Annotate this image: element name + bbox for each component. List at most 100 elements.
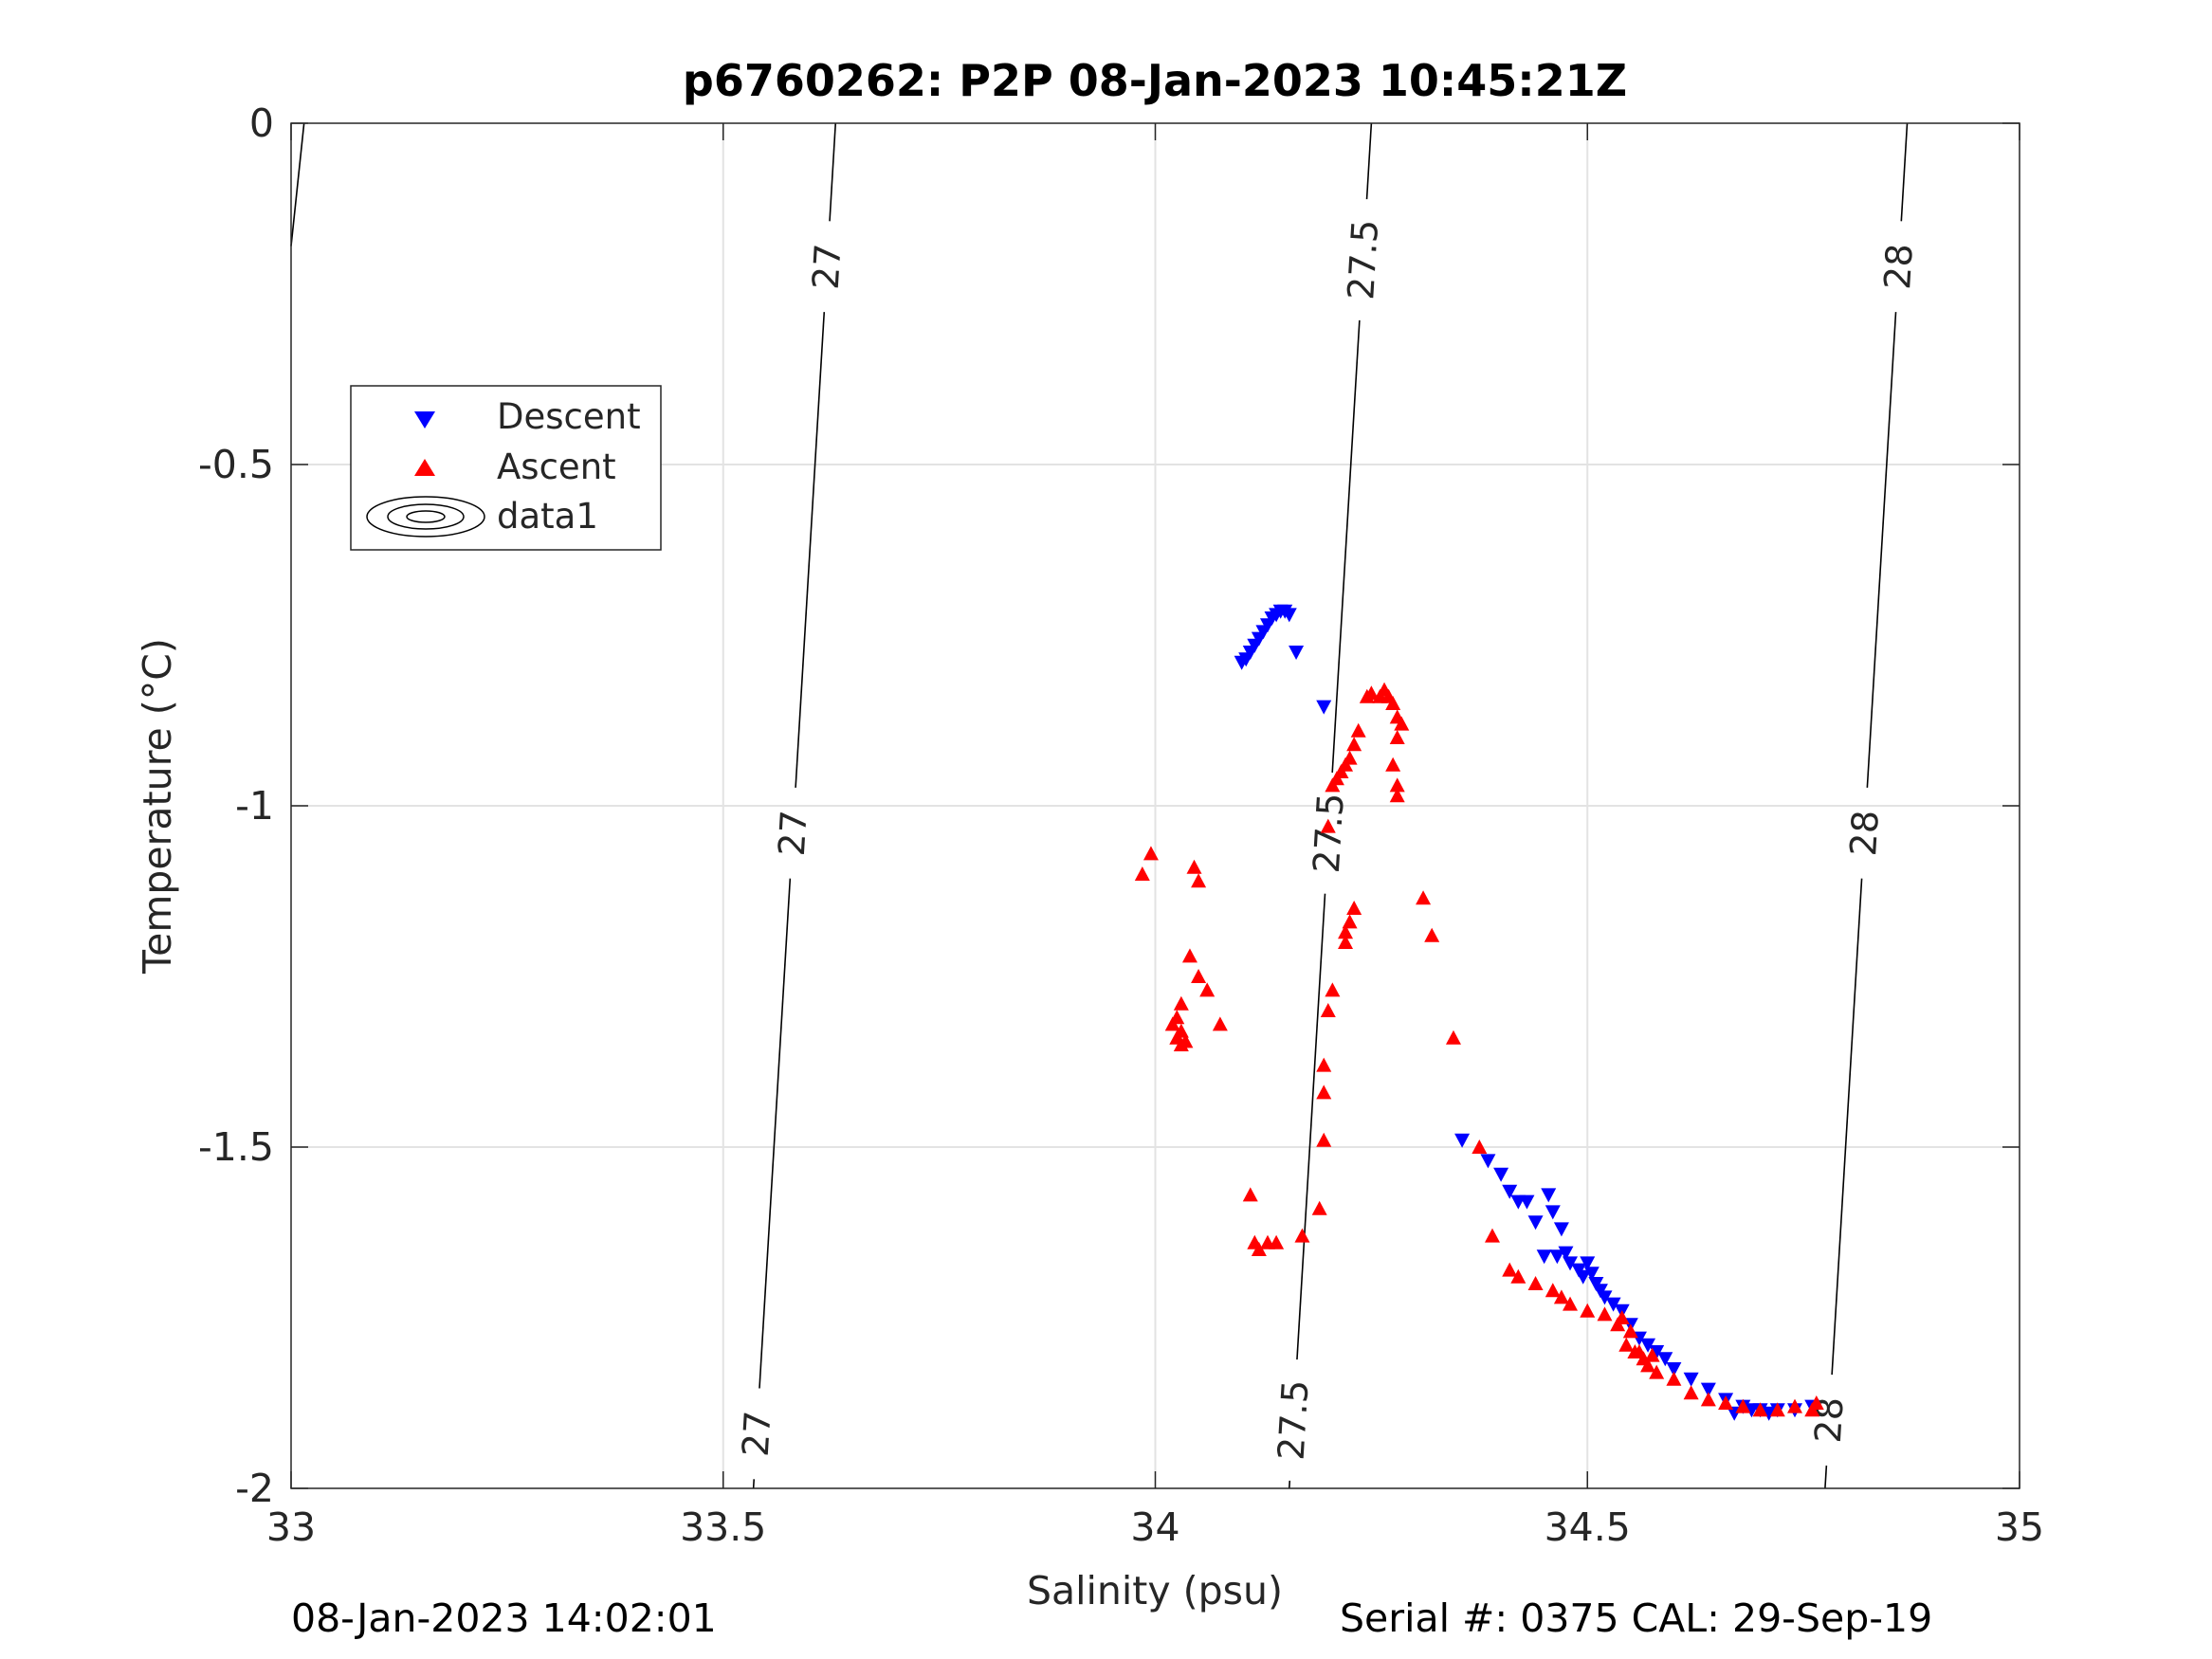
- ascent-point: [1251, 1242, 1267, 1256]
- ascent-point: [1700, 1392, 1716, 1407]
- legend-data1-label: data1: [497, 496, 598, 537]
- descent-point: [1549, 1249, 1565, 1265]
- ascent-point: [1311, 1200, 1327, 1215]
- descent-point: [1640, 1338, 1656, 1353]
- isopycnal-line-segment: [1866, 312, 1897, 788]
- ascent-point: [1320, 818, 1336, 833]
- ascent-point: [1416, 890, 1432, 905]
- ascent-point: [1389, 777, 1405, 793]
- ascent-point: [1363, 685, 1380, 701]
- ascent-point: [1389, 788, 1405, 803]
- ascent-point: [1164, 1016, 1180, 1031]
- descent-point: [1502, 1184, 1518, 1199]
- ascent-point: [1242, 1187, 1258, 1202]
- ascent-point: [1186, 859, 1202, 874]
- descent-point: [1657, 1352, 1673, 1367]
- ascent-point: [1338, 935, 1354, 949]
- descent-point: [1553, 1222, 1569, 1237]
- ascent-point: [1350, 722, 1366, 738]
- ascent-point: [1610, 1317, 1626, 1332]
- x-tick-label: 34.5: [1545, 1504, 1631, 1550]
- ascent-point: [1769, 1402, 1785, 1417]
- descent-point: [1519, 1194, 1535, 1210]
- descent-point: [1580, 1256, 1596, 1271]
- descent-point: [1289, 646, 1305, 660]
- legend[interactable]: Descent Ascent data1: [350, 385, 662, 551]
- y-axis-label: Temperature (°C): [135, 638, 180, 975]
- legend-contour-icon: [366, 496, 485, 538]
- ascent-point: [1424, 927, 1440, 942]
- descent-point: [1545, 1205, 1561, 1220]
- descent-point: [1683, 1372, 1699, 1387]
- ascent-point: [1212, 1016, 1228, 1031]
- ascent-point: [1294, 1228, 1310, 1243]
- y-tick-label: -1.5: [198, 1124, 274, 1170]
- ascent-point: [1808, 1395, 1824, 1410]
- ascent-point: [1735, 1398, 1751, 1413]
- descent-point: [1536, 1249, 1552, 1265]
- descent-point: [1605, 1297, 1621, 1312]
- legend-box: [350, 385, 662, 551]
- isopycnal-line-segment: [1824, 1465, 1828, 1489]
- isopycnal-label: 28: [1842, 809, 1887, 857]
- ascent-point: [1649, 1364, 1665, 1379]
- ascent-point: [1472, 1139, 1488, 1154]
- data-points: [1134, 604, 1824, 1421]
- ascent-point: [1527, 1276, 1544, 1290]
- chart-title: p6760262: P2P 08-Jan-2023 10:45:21Z: [683, 55, 1627, 106]
- legend-descent-marker: [414, 411, 435, 428]
- isopycnal-label: 27: [771, 809, 815, 857]
- descent-point: [1761, 1406, 1777, 1421]
- isopycnal-line-segment: [1900, 122, 1909, 222]
- y-tick-label: -1: [235, 783, 274, 829]
- descent-point: [1597, 1290, 1613, 1305]
- descent-point: [1527, 1215, 1544, 1231]
- descent-point: [1316, 700, 1332, 715]
- ascent-point: [1191, 873, 1207, 888]
- ascent-point: [1191, 969, 1207, 983]
- y-tick-label: -0.5: [198, 442, 274, 487]
- ascent-point: [1445, 1030, 1461, 1045]
- generated-timestamp: 08-Jan-2023 14:02:01: [291, 1595, 717, 1641]
- isopycnal-line-segment: [795, 312, 826, 788]
- descent-point: [1454, 1133, 1471, 1148]
- isopycnal-label: 27.5: [1271, 1378, 1317, 1461]
- ascent-point: [1143, 846, 1159, 861]
- x-tick-label: 34: [1130, 1504, 1179, 1550]
- ascent-point: [1502, 1262, 1518, 1277]
- ascent-point: [1580, 1303, 1596, 1318]
- isopycnal-line-segment: [759, 878, 792, 1389]
- y-tick-label: 0: [249, 100, 274, 146]
- ascent-point: [1718, 1395, 1734, 1410]
- ascent-point: [1553, 1289, 1569, 1304]
- ascent-point: [1385, 757, 1401, 772]
- ascent-point: [1618, 1337, 1635, 1352]
- serial-calibration: Serial #: 0375 CAL: 29-Sep-19: [1340, 1595, 1933, 1641]
- ascent-point: [1385, 696, 1401, 710]
- descent-point: [1493, 1167, 1509, 1182]
- ascent-point: [1644, 1347, 1660, 1362]
- descent-point: [1575, 1269, 1591, 1285]
- isopycnal-line-segment: [290, 122, 305, 246]
- isopycnal-line-segment: [1296, 893, 1326, 1360]
- ascent-point: [1173, 995, 1189, 1011]
- isopycnal-line-segment: [1831, 878, 1863, 1376]
- ascent-point: [1316, 1132, 1332, 1147]
- ascent-point: [1134, 866, 1150, 881]
- ascent-point: [1683, 1385, 1699, 1400]
- legend-ascent-marker: [414, 459, 435, 476]
- isopycnal-line-segment: [752, 1479, 756, 1489]
- x-tick-label: 35: [1995, 1504, 2044, 1550]
- x-axis-label: Salinity (psu): [1027, 1568, 1283, 1613]
- descent-point: [1558, 1246, 1574, 1261]
- ascent-point: [1316, 1085, 1332, 1100]
- ascent-point: [1178, 1033, 1194, 1048]
- descent-point: [1744, 1403, 1760, 1418]
- x-tick-label: 33: [266, 1504, 316, 1550]
- descent-point: [1541, 1188, 1557, 1203]
- y-tick-label: -2: [235, 1466, 274, 1511]
- legend-ascent-label: Ascent: [497, 447, 616, 487]
- isopycnal-label: 27: [735, 1410, 779, 1458]
- descent-point: [1583, 1267, 1600, 1282]
